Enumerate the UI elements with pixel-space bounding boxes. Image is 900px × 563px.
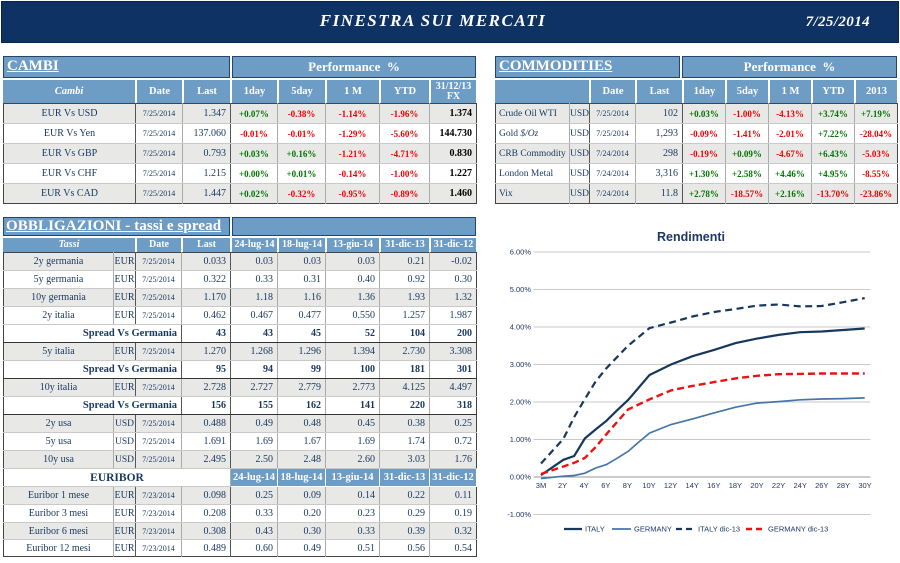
svg-text:2Y: 2Y (558, 481, 567, 490)
svg-text:18Y: 18Y (729, 481, 742, 490)
svg-text:24Y: 24Y (794, 481, 807, 490)
svg-text:10Y: 10Y (642, 481, 655, 490)
svg-text:0.00%: 0.00% (510, 473, 532, 482)
svg-text:GERMANY: GERMANY (634, 525, 672, 534)
svg-text:30Y: 30Y (858, 481, 871, 490)
svg-text:3M: 3M (536, 481, 546, 490)
svg-text:ITALY: ITALY (585, 525, 605, 534)
svg-text:26Y: 26Y (815, 481, 828, 490)
svg-text:22Y: 22Y (772, 481, 785, 490)
svg-text:14Y: 14Y (686, 481, 699, 490)
svg-text:4.00%: 4.00% (510, 323, 532, 332)
svg-text:5.00%: 5.00% (510, 285, 532, 294)
svg-text:4Y: 4Y (580, 481, 589, 490)
svg-text:28Y: 28Y (837, 481, 850, 490)
svg-text:16Y: 16Y (707, 481, 720, 490)
svg-text:Rendimenti: Rendimenti (657, 230, 725, 244)
svg-text:8Y: 8Y (623, 481, 632, 490)
svg-text:ITALY dic-13: ITALY dic-13 (698, 525, 740, 534)
svg-text:20Y: 20Y (750, 481, 763, 490)
svg-text:1.00%: 1.00% (510, 435, 532, 444)
svg-text:6.00%: 6.00% (510, 248, 532, 257)
svg-text:GERMANY dic-13: GERMANY dic-13 (768, 525, 828, 534)
svg-text:12Y: 12Y (664, 481, 677, 490)
svg-text:6Y: 6Y (601, 481, 610, 490)
svg-text:2.00%: 2.00% (510, 398, 532, 407)
svg-text:3.00%: 3.00% (510, 360, 532, 369)
svg-text:-1.00%: -1.00% (507, 510, 531, 519)
